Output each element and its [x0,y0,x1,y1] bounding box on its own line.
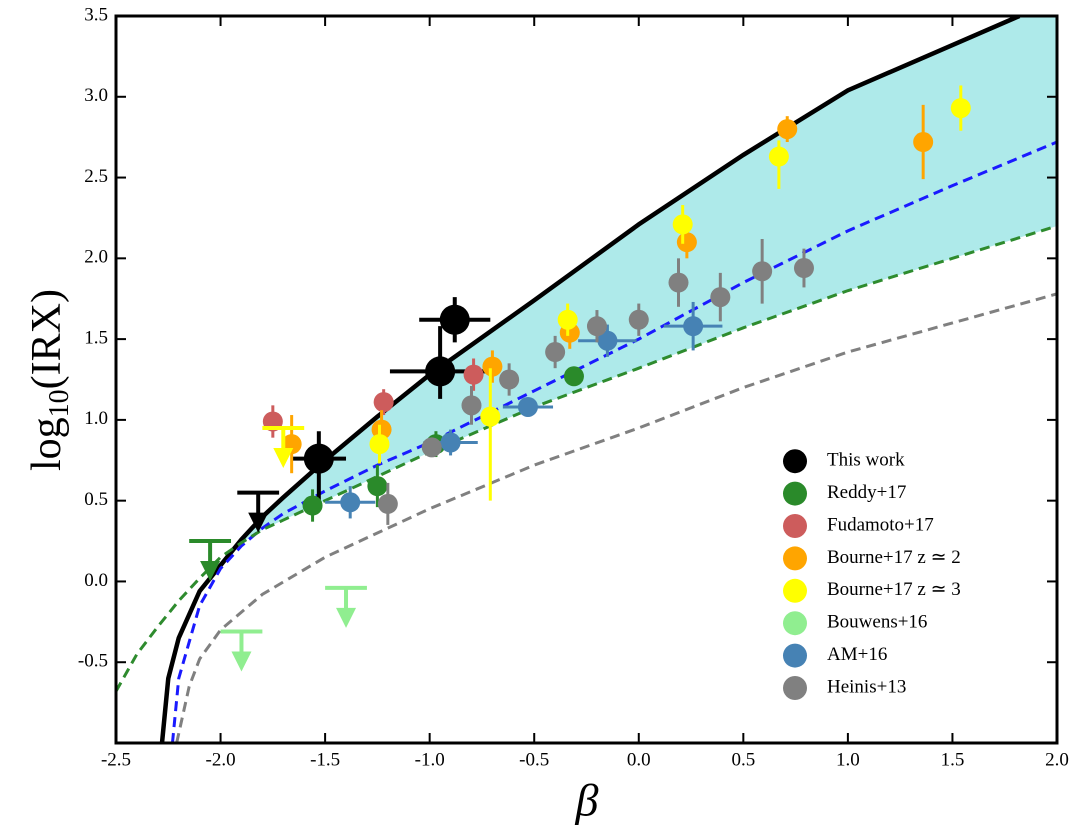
legend-label: Fudamoto+17 [827,514,934,535]
mark-layer [189,85,971,672]
legend-label: Heinis+13 [827,676,906,697]
y-tick-label: 1.0 [84,408,108,429]
limit-arrow [200,561,221,582]
data-point [461,395,482,416]
limit-arrow [336,607,357,628]
legend-marker [783,449,807,474]
data-point [586,316,607,337]
x-tick-label: 1.0 [836,749,860,770]
data-point [517,396,538,417]
legend-marker [783,481,807,506]
data-point [421,437,442,458]
data-point [303,443,334,474]
legend-marker [783,611,807,636]
data-point [373,392,394,413]
limit-arrow [231,651,252,672]
data-point [676,232,697,253]
legend-label: Bourne+17 z ≃ 3 [827,579,961,600]
data-point [340,492,361,513]
data-point [950,98,971,119]
y-tick-label: 0.5 [84,489,108,510]
shaded-region [241,16,1057,543]
data-point [793,258,814,279]
y-tick-label: 3.0 [84,85,108,106]
y-tick-label: 2.0 [84,247,108,268]
x-tick-label: -0.5 [519,749,549,770]
data-point [557,309,578,330]
data-point [668,272,689,293]
data-point [440,432,461,453]
legend-label: Bouwens+16 [827,612,927,633]
x-tick-label: -1.0 [415,749,445,770]
data-point [463,364,484,385]
data-point [369,434,390,455]
axis-layer: -2.5 -2.0 -1.5 -1.0 -0.5 0.0 0.5 1.0 1.5 2.0 -0.5 0… [78,4,1069,770]
model-curve [170,140,1057,743]
legend-label: AM+16 [827,644,887,665]
x-tick-label: 1.5 [941,749,965,770]
data-point [672,214,693,235]
y-label-part: log [24,417,70,471]
data-point [752,261,773,282]
limit-arrow [273,447,294,468]
y-label-part: (IRX) [24,289,70,389]
data-point [499,369,520,390]
data-point [768,146,789,167]
legend: This work Reddy+17 Fudamoto+17 Bourne+17 z … [783,449,961,700]
data-point [710,287,731,308]
data-point [302,495,323,516]
legend-marker [783,578,807,603]
x-tick-label: -2.0 [206,749,236,770]
x-tick-label: -2.5 [101,749,131,770]
y-tick-label: 1.5 [84,327,108,348]
legend-marker [783,643,807,668]
data-point [439,304,470,335]
y-tick-label: 3.5 [84,4,108,25]
legend-label: Bourne+17 z ≃ 2 [827,547,961,568]
x-tick-label: 2.0 [1045,749,1069,770]
data-point [597,330,618,351]
data-point [425,356,456,387]
legend-marker [783,546,807,571]
model-curve [175,292,1057,743]
limit-arrow [248,512,269,533]
plot-frame [114,14,1059,745]
y-tick-label: 0.0 [84,570,108,591]
shade-layer [241,16,1057,543]
data-point [683,316,704,337]
x-tick-label: -1.5 [310,749,340,770]
data-point [913,132,934,153]
data-point [563,366,584,387]
data-point [545,342,566,363]
data-point [777,119,798,140]
legend-label: This work [827,450,905,471]
legend-marker [783,514,807,538]
y-axis-label: log10(IRX) [24,289,76,471]
y-label-sub: 10 [44,389,75,417]
data-point [482,356,503,377]
y-tick-label: 2.5 [84,166,108,187]
x-tick-label: 0.0 [627,749,651,770]
legend-marker [783,676,807,700]
legend-label: Reddy+17 [827,482,906,503]
x-axis-label: β [575,775,599,826]
y-tick-label: -0.5 [78,651,108,672]
x-tick-label: 0.5 [731,749,755,770]
data-point [377,493,398,514]
data-point [367,476,388,497]
data-point [628,309,649,330]
data-point [480,406,501,427]
model-curve [116,224,1057,693]
